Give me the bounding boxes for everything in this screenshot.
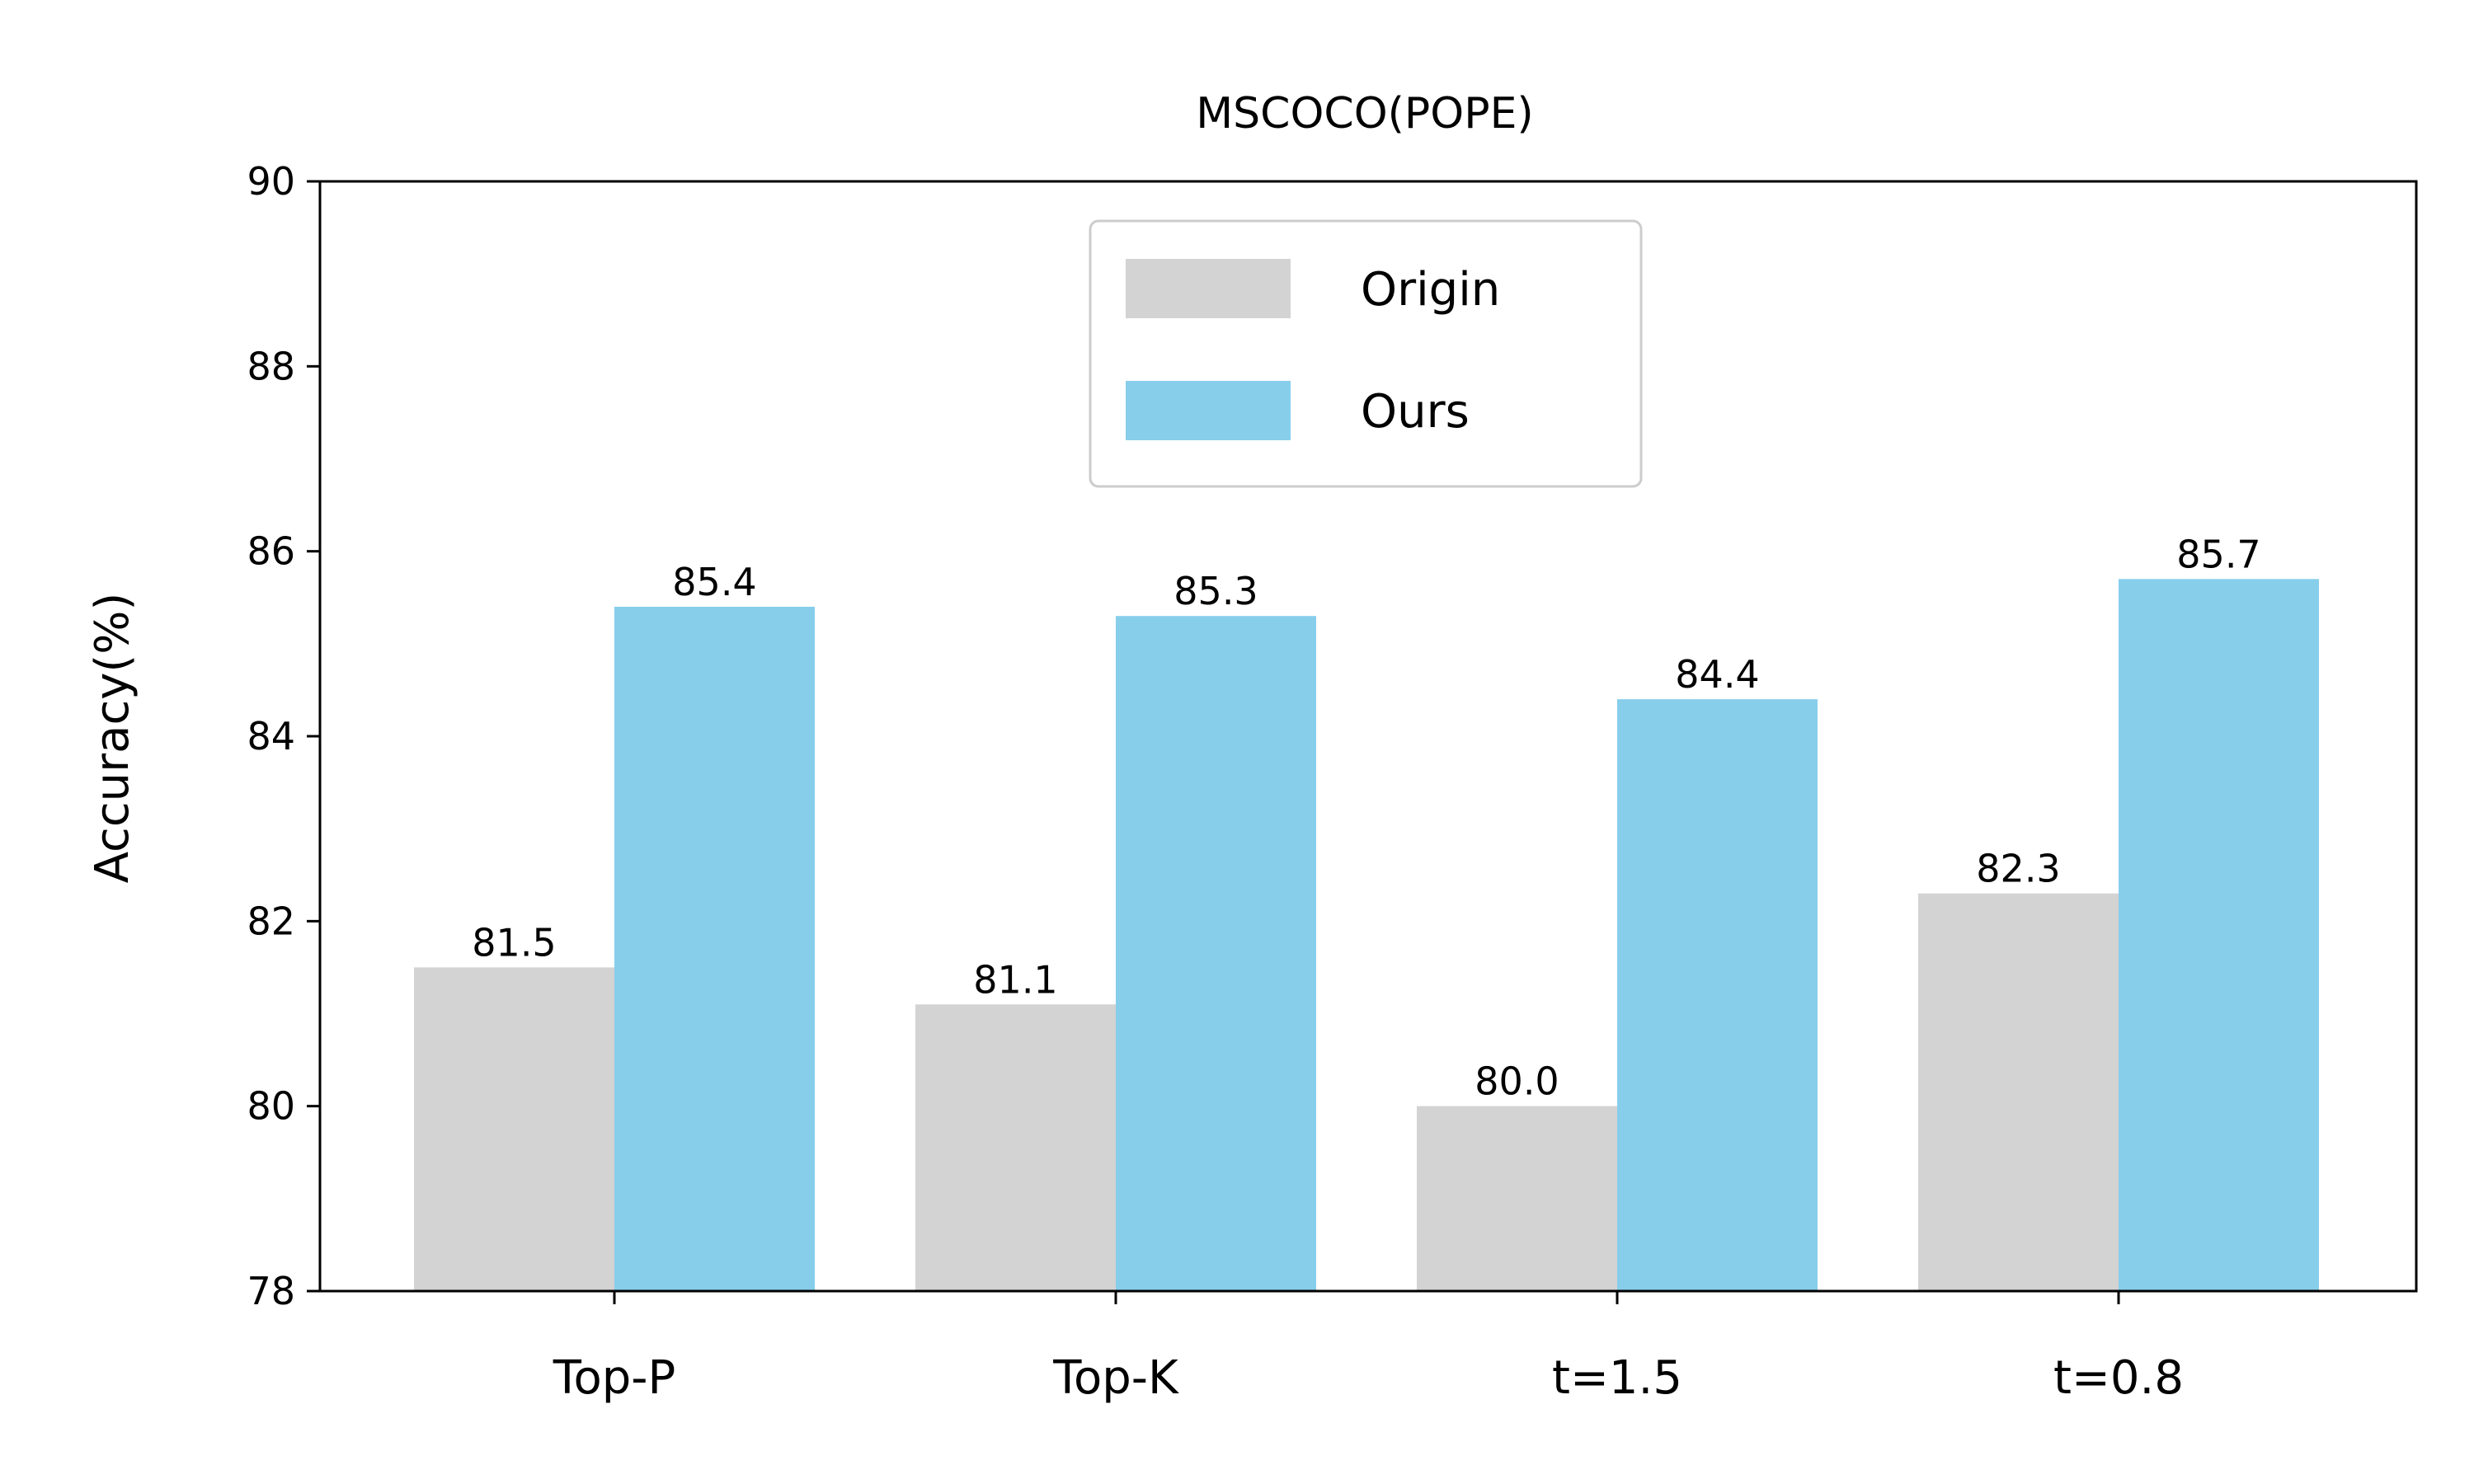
- legend-swatch-ours: [1126, 381, 1291, 440]
- legend-swatch-origin: [1126, 259, 1291, 318]
- y-tick-label-82: 82: [247, 899, 295, 943]
- bar-label-origin-3: 80.0: [1475, 1059, 1559, 1104]
- x-tick-label-3: t=1.5: [1552, 1351, 1682, 1405]
- x-tick-label-2: Top-K: [1052, 1351, 1179, 1405]
- y-tick-label-80: 80: [247, 1084, 295, 1129]
- y-tick-label-90: 90: [247, 159, 295, 204]
- y-tick-label-78: 78: [247, 1269, 295, 1313]
- bar-ours-3: [1617, 699, 1818, 1291]
- y-tick-label-88: 88: [247, 344, 295, 388]
- bars-layer: 81.5 85.4 81.1 85.3 80.0 84.4 82.3 85.7: [414, 532, 2319, 1291]
- bar-origin-4: [1918, 893, 2119, 1291]
- plot-frame: [318, 180, 2418, 1293]
- bar-origin-1: [414, 967, 614, 1291]
- bar-label-origin-2: 81.1: [973, 957, 1057, 1002]
- bar-label-ours-3: 84.4: [1675, 652, 1759, 697]
- y-axis-label: Accuracy(%): [86, 593, 139, 884]
- bar-label-ours-1: 85.4: [672, 560, 756, 604]
- bar-label-origin-4: 82.3: [1976, 847, 2060, 891]
- legend: Origin Ours: [1089, 219, 1643, 488]
- legend-label-ours: Ours: [1361, 385, 1470, 439]
- bar-label-ours-2: 85.3: [1174, 569, 1258, 613]
- bar-label-ours-4: 85.7: [2176, 532, 2260, 576]
- y-tick-label-84: 84: [247, 714, 295, 758]
- y-tick-label-86: 86: [247, 529, 295, 574]
- bar-ours-1: [614, 606, 815, 1291]
- bar-origin-2: [915, 1004, 1116, 1291]
- bar-ours-4: [2119, 579, 2319, 1291]
- bar-origin-3: [1417, 1106, 1617, 1291]
- bar-label-origin-1: 81.5: [472, 920, 556, 965]
- ticks-layer: Top-P Top-K t=1.5 t=0.8 78 80 82 84 86 88 90: [247, 159, 2184, 1405]
- bar-ours-2: [1116, 616, 1316, 1291]
- x-tick-label-1: Top-P: [553, 1351, 675, 1405]
- x-tick-label-4: t=0.8: [2053, 1351, 2184, 1405]
- legend-label-origin: Origin: [1361, 263, 1500, 317]
- chart-title: MSCOCO(POPE): [1196, 89, 1533, 139]
